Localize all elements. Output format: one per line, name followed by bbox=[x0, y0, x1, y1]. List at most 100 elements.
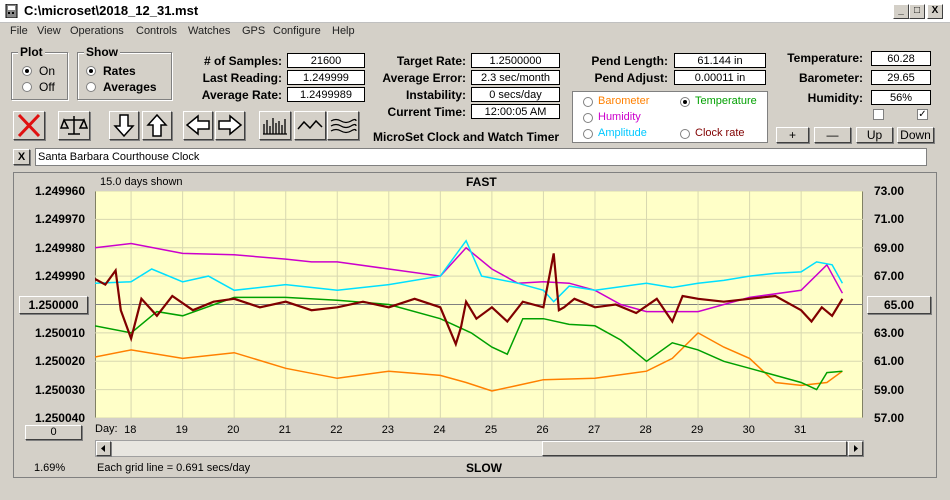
left-tick-label: 1.250030 bbox=[34, 382, 85, 397]
left-tick-label: 1.249990 bbox=[34, 269, 85, 284]
zero-button[interactable]: 0 bbox=[25, 425, 82, 440]
up-button[interactable]: Up bbox=[856, 127, 893, 143]
clock-close-button[interactable]: X bbox=[13, 149, 30, 165]
series-humidity bbox=[95, 242, 844, 313]
minus-button[interactable]: — bbox=[814, 127, 851, 143]
day-tick-label: 20 bbox=[227, 424, 240, 436]
bar-graph-button[interactable] bbox=[259, 111, 291, 140]
right-tick-label: 69.00 bbox=[874, 240, 905, 255]
day-label: Day: bbox=[95, 423, 118, 435]
legend-clock-rate-label: Clock rate bbox=[695, 127, 745, 139]
show-averages-label: Averages bbox=[103, 80, 157, 94]
current-time-label: Current Time: bbox=[387, 105, 466, 119]
menu-view[interactable]: View bbox=[37, 25, 61, 37]
menu-gps[interactable]: GPS bbox=[242, 25, 266, 37]
day-tick-label: 31 bbox=[794, 424, 807, 436]
plot-off-radio[interactable] bbox=[22, 82, 32, 92]
day-tick-label: 29 bbox=[691, 424, 704, 436]
close-button[interactable]: X bbox=[927, 4, 943, 19]
plot-on-radio[interactable] bbox=[22, 66, 32, 76]
checkbox-right[interactable]: ✓ bbox=[917, 109, 928, 120]
average-rate-label: Average Rate: bbox=[201, 88, 282, 102]
down-button[interactable]: Down bbox=[897, 127, 934, 143]
temperature-value: 60.28 bbox=[871, 51, 931, 66]
menu-configure[interactable]: Configure bbox=[273, 25, 321, 37]
menu-controls[interactable]: Controls bbox=[136, 25, 177, 37]
clock-name-field[interactable]: Santa Barbara Courthouse Clock bbox=[35, 148, 927, 166]
center-left-button[interactable]: 1.250000 bbox=[19, 296, 88, 314]
temperature-label: Temperature: bbox=[787, 51, 863, 65]
samples-value: 21600 bbox=[287, 53, 365, 68]
series-clock-rate bbox=[95, 253, 844, 348]
right-tick-label: 71.00 bbox=[874, 212, 905, 227]
move-down-button[interactable] bbox=[109, 111, 139, 140]
delete-button[interactable] bbox=[13, 111, 45, 140]
pend-length-value: 61.144 in bbox=[674, 53, 766, 68]
day-tick-label: 23 bbox=[381, 424, 395, 436]
legend-humidity-radio[interactable] bbox=[583, 113, 593, 123]
move-right-button[interactable] bbox=[215, 111, 245, 140]
wave-button[interactable] bbox=[294, 111, 326, 140]
menu-operations[interactable]: Operations bbox=[70, 25, 124, 37]
legend-clock-rate-radio[interactable] bbox=[680, 129, 690, 139]
arrow-left-icon bbox=[185, 114, 210, 136]
plus-button[interactable]: + bbox=[776, 127, 809, 143]
target-rate-value: 1.2500000 bbox=[471, 53, 560, 68]
chart-panel bbox=[13, 172, 937, 478]
right-tick-label: 63.00 bbox=[874, 325, 905, 340]
chevron-left-icon bbox=[101, 445, 105, 452]
left-tick-label: 1.250040 bbox=[34, 411, 85, 425]
show-rates-radio[interactable] bbox=[86, 66, 96, 76]
app-icon bbox=[5, 4, 18, 18]
left-tick-label: 1.250020 bbox=[34, 354, 85, 369]
series-amplitude bbox=[95, 239, 844, 303]
move-up-button[interactable] bbox=[142, 111, 172, 140]
day-tick-label: 28 bbox=[639, 424, 652, 436]
center-right-button[interactable]: 65.00 bbox=[867, 296, 931, 314]
day-tick-label: 27 bbox=[587, 424, 601, 436]
move-left-button[interactable] bbox=[183, 111, 213, 140]
menu-file[interactable]: File bbox=[10, 25, 28, 37]
checkbox-left[interactable] bbox=[873, 109, 884, 120]
days-shown-label: 15.0 days shown bbox=[100, 176, 183, 188]
menu-help[interactable]: Help bbox=[332, 25, 355, 37]
series-barometer bbox=[95, 331, 843, 392]
window-title: C:\microset\2018_12_31.mst bbox=[24, 3, 199, 18]
right-tick-label: 57.00 bbox=[874, 411, 905, 425]
multi-wave-icon bbox=[330, 118, 357, 134]
minimize-button[interactable]: _ bbox=[893, 4, 909, 19]
instability-value: 0 secs/day bbox=[471, 87, 560, 102]
legend-temperature-radio[interactable] bbox=[680, 97, 690, 107]
plot-on-label: On bbox=[39, 64, 56, 78]
right-tick-label: 59.00 bbox=[874, 382, 905, 397]
slow-label: SLOW bbox=[466, 461, 502, 475]
multi-wave-button[interactable] bbox=[327, 111, 359, 140]
arrow-down-icon bbox=[113, 114, 135, 138]
chart-plot bbox=[95, 191, 863, 418]
balance-button[interactable] bbox=[58, 111, 90, 140]
scroll-right-button[interactable] bbox=[848, 441, 863, 456]
legend-amplitude-radio[interactable] bbox=[583, 129, 593, 139]
scale-icon bbox=[59, 116, 89, 135]
humidity-value: 56% bbox=[871, 90, 931, 105]
scroll-thumb[interactable] bbox=[542, 441, 847, 456]
show-averages-radio[interactable] bbox=[86, 82, 96, 92]
show-group-title: Show bbox=[84, 45, 120, 59]
delete-x-icon bbox=[17, 113, 41, 138]
grid-note: Each grid line = 0.691 secs/day bbox=[97, 462, 251, 474]
barometer-value: 29.65 bbox=[871, 70, 931, 85]
scroll-left-button[interactable] bbox=[96, 441, 111, 456]
pend-adjust-value: 0.00011 in bbox=[674, 70, 766, 85]
average-error-value: 2.3 sec/month bbox=[471, 70, 560, 85]
last-reading-label: Last Reading: bbox=[202, 71, 282, 85]
pend-adjust-label: Pend Adjust: bbox=[594, 71, 668, 85]
day-tick-label: 22 bbox=[330, 424, 343, 436]
series-temperature bbox=[95, 296, 843, 391]
maximize-button[interactable]: □ bbox=[909, 4, 925, 19]
day-tick-label: 26 bbox=[536, 424, 549, 436]
legend-barometer-radio[interactable] bbox=[583, 97, 593, 107]
right-tick-label: 73.00 bbox=[874, 184, 905, 198]
plot-group-title: Plot bbox=[18, 45, 45, 59]
menu-watches[interactable]: Watches bbox=[188, 25, 231, 37]
legend-temperature-label: Temperature bbox=[695, 95, 757, 107]
